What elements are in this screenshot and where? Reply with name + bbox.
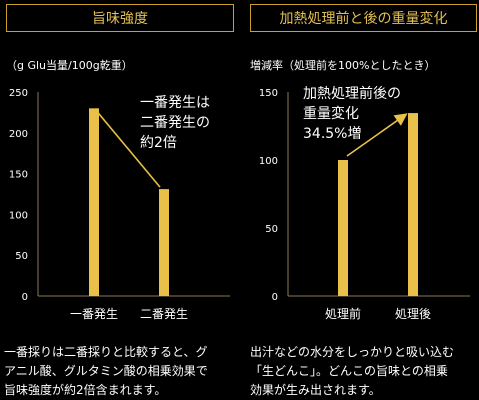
description-umami-line: 旨味強度が約2倍含まれます。 — [4, 383, 167, 397]
x-tick-label: 処理前 — [325, 306, 361, 321]
y-tick-label: 150 — [9, 170, 28, 181]
panel-weight-change: 加熱処理前と後の重量変化 増減率（処理前を100%としたとき） 0 50 100 15… — [240, 0, 479, 400]
chart-title-weight: 加熱処理前と後の重量変化 — [250, 4, 477, 32]
bar — [338, 160, 348, 296]
chart-title-umami: 旨味強度 — [6, 4, 234, 32]
annotation-text: 重量変化 — [303, 105, 359, 122]
y-tick-label: 200 — [9, 129, 28, 140]
panel-umami-strength: 旨味強度 （g Glu当量/100g乾重） 0 50 100 150 200 250 一番発… — [4, 4, 236, 400]
description-weight-line: 「生どんこ」。どんこの旨味との相乗 — [250, 364, 448, 378]
y-tick-label: 50 — [15, 251, 28, 262]
annotation-text: 二番発生の — [140, 115, 210, 131]
y-tick-label: 100 — [9, 210, 28, 221]
y-tick-label: 100 — [259, 156, 278, 167]
chart-title-umami-text: 旨味強度 — [92, 11, 148, 27]
x-tick-label: 二番発生 — [140, 307, 188, 321]
annotation-text: 加熱処理前後の — [303, 85, 401, 102]
annotation-text: 約2倍 — [140, 135, 177, 151]
annotation-arrow — [346, 113, 408, 157]
bar — [408, 113, 418, 296]
description-weight-line: 効果が生み出されます。 — [250, 383, 381, 397]
y-tick-label: 50 — [265, 224, 278, 235]
description-weight-line: 出汁などの水分をしっかりと吸い込む — [250, 345, 455, 359]
y-tick-label: 150 — [259, 88, 278, 99]
description-umami: 一番採りは二番採りと比較すると、グ アニル酸、グルタミン酸の相乗効果で 旨味強度… — [4, 343, 236, 400]
description-weight: 出汁などの水分をしっかりと吸い込む 「生どんこ」。どんこの旨味との相乗 効果が生… — [250, 343, 478, 400]
y-unit-label-weight: 増減率（処理前を100%としたとき） — [250, 59, 436, 72]
y-unit-label-umami: （g Glu当量/100g乾重） — [6, 59, 133, 72]
bar — [159, 189, 169, 296]
y-tick-label: 0 — [22, 292, 28, 303]
y-tick-label: 0 — [272, 292, 278, 303]
annotation-arrow — [95, 109, 161, 188]
description-umami-line: アニル酸、グルタミン酸の相乗効果で — [4, 364, 208, 378]
x-tick-label: 処理後 — [395, 307, 431, 321]
chart-title-weight-text: 加熱処理前と後の重量変化 — [279, 11, 448, 27]
bar — [89, 108, 99, 296]
annotation-text: 34.5%増 — [303, 126, 361, 142]
description-umami-line: 一番採りは二番採りと比較すると、グ — [4, 345, 208, 359]
x-tick-label: 一番発生 — [70, 307, 118, 321]
y-tick-label: 250 — [9, 88, 28, 99]
annotation-text: 一番発生は — [140, 95, 210, 111]
